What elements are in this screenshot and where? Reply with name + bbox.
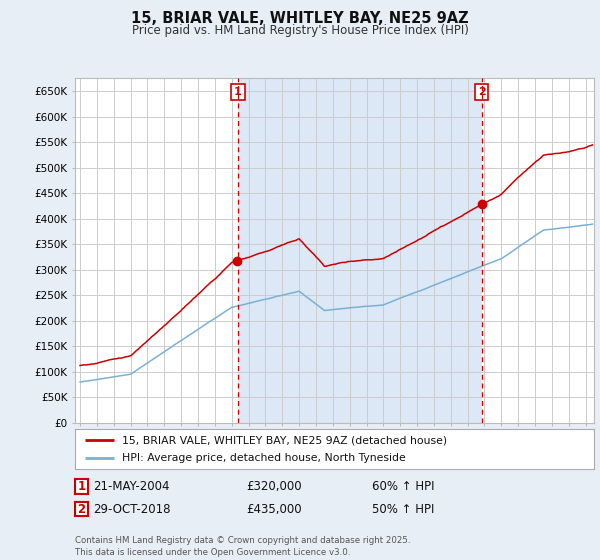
Text: 60% ↑ HPI: 60% ↑ HPI — [372, 480, 434, 493]
Text: £435,000: £435,000 — [246, 502, 302, 516]
Text: 50% ↑ HPI: 50% ↑ HPI — [372, 502, 434, 516]
Text: HPI: Average price, detached house, North Tyneside: HPI: Average price, detached house, Nort… — [122, 453, 406, 463]
Text: 21-MAY-2004: 21-MAY-2004 — [93, 480, 170, 493]
Text: 2: 2 — [478, 87, 485, 97]
Text: 15, BRIAR VALE, WHITLEY BAY, NE25 9AZ: 15, BRIAR VALE, WHITLEY BAY, NE25 9AZ — [131, 11, 469, 26]
Text: 15, BRIAR VALE, WHITLEY BAY, NE25 9AZ (detached house): 15, BRIAR VALE, WHITLEY BAY, NE25 9AZ (d… — [122, 435, 447, 445]
Bar — [238, 78, 482, 423]
Text: £320,000: £320,000 — [246, 480, 302, 493]
Text: Contains HM Land Registry data © Crown copyright and database right 2025.
This d: Contains HM Land Registry data © Crown c… — [75, 536, 410, 557]
Text: 1: 1 — [234, 87, 242, 97]
Text: Price paid vs. HM Land Registry's House Price Index (HPI): Price paid vs. HM Land Registry's House … — [131, 24, 469, 36]
Text: 29-OCT-2018: 29-OCT-2018 — [93, 502, 170, 516]
Text: 1: 1 — [77, 480, 86, 493]
Text: 2: 2 — [77, 502, 86, 516]
